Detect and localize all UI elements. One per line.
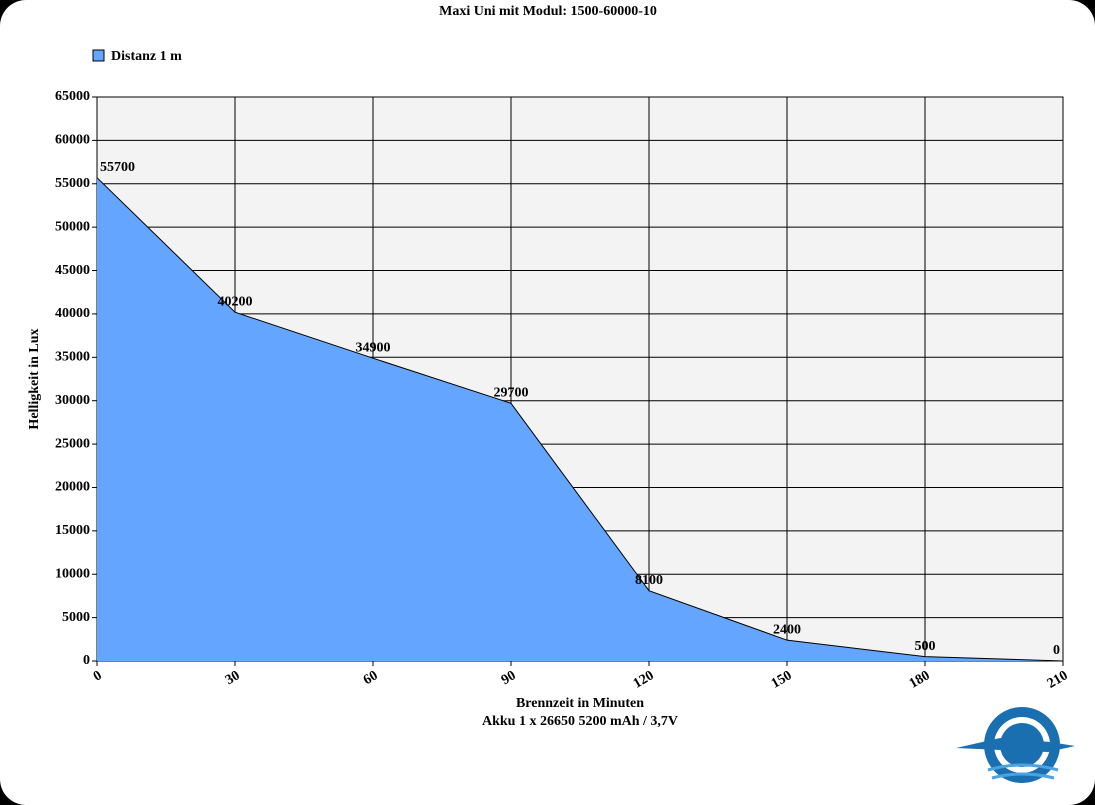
data-label: 2400 [773,622,801,637]
data-label: 29700 [494,386,529,401]
y-tick-label: 50000 [55,219,90,234]
data-label: 0 [1053,643,1060,658]
data-label: 55700 [100,160,135,175]
y-tick-label: 20000 [55,480,90,495]
y-tick-label: 30000 [55,393,90,408]
data-label: 8100 [635,573,663,588]
x-tick-label: 90 [499,668,519,688]
legend-label: Distanz 1 m [111,49,182,64]
area-line [96,177,1064,662]
data-label: 34900 [356,340,391,355]
chart-title: Maxi Uni mit Modul: 1500-60000-10 [439,4,657,19]
y-tick-label: 40000 [55,306,90,321]
x-tick-label: 30 [223,668,243,688]
y-tick-label: 0 [83,653,90,668]
y-tick-label: 65000 [55,89,90,104]
y-tick-label: 45000 [55,263,90,278]
y-tick-label: 15000 [55,523,90,538]
y-tick-label: 10000 [55,566,90,581]
y-tick-label: 55000 [55,176,90,191]
y-tick-label: 25000 [55,436,90,451]
x-tick-label: 60 [361,668,381,688]
y-tick-label: 35000 [55,350,90,365]
area [97,177,1063,662]
x-axis-label: Brennzeit in Minuten [516,696,644,711]
y-axis-label: Helligkeit in Lux [27,328,42,429]
y-tick-label: 5000 [62,610,90,625]
y-tick-label: 60000 [55,133,90,148]
legend-swatch [92,49,105,62]
logo [956,707,1075,783]
data-label: 40200 [218,294,253,309]
x-axis-sublabel: Akku 1 x 26650 5200 mAh / 3,7V [482,714,678,729]
data-label: 500 [915,639,936,654]
